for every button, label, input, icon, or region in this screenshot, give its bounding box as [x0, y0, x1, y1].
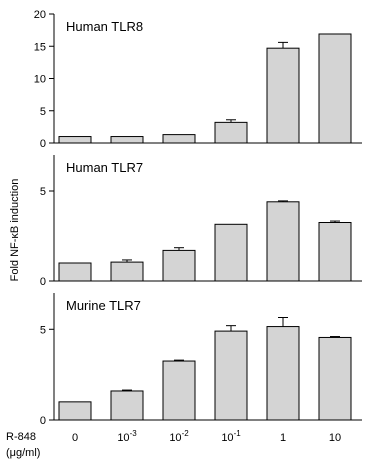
- bar: [58, 262, 92, 282]
- y-axis-label: Fold NF-κB induction: [9, 179, 21, 282]
- y-tick-label: 5: [40, 106, 46, 118]
- chart-panels: 0 5 10 15 20 Human TLR8 0 5 Human TLR7 0 5 Murine T…: [34, 9, 362, 427]
- x-tick-labels: 0 10-3 10-2 10-1 1 10: [72, 429, 341, 444]
- panel-title: Murine TLR7: [66, 298, 141, 313]
- x-tick-label: 10-1: [221, 429, 241, 444]
- x-axis-label-line2: (μg/ml): [6, 447, 40, 459]
- x-axis-label-line1: R-848: [6, 431, 36, 443]
- bar: [58, 401, 92, 421]
- bar: [266, 47, 300, 144]
- y-tick-label: 5: [40, 186, 46, 198]
- bar: [266, 326, 300, 421]
- bar: [214, 330, 248, 421]
- bar: [318, 33, 352, 144]
- bar: [162, 249, 196, 282]
- bar: [318, 222, 352, 282]
- y-tick-label: 5: [40, 324, 46, 336]
- x-tick-label: 1: [280, 432, 286, 444]
- bar: [266, 201, 300, 282]
- chart-panel: 0 5 Murine TLR7: [40, 293, 362, 427]
- y-tick-label: 20: [34, 9, 46, 21]
- bar: [110, 390, 144, 421]
- bar: [110, 136, 144, 144]
- x-tick-label: 10-3: [117, 429, 137, 444]
- chart-panel: 0 5 Human TLR7: [40, 155, 362, 288]
- y-tick-label: 0: [40, 276, 46, 288]
- bar: [162, 360, 196, 421]
- panel-title: Human TLR8: [66, 19, 143, 34]
- y-tick-label: 0: [40, 138, 46, 150]
- bar: [318, 336, 352, 421]
- bar: [110, 261, 144, 282]
- y-tick-label: 0: [40, 415, 46, 427]
- bar: [214, 121, 248, 144]
- bar: [214, 223, 248, 282]
- panel-title: Human TLR7: [66, 160, 143, 175]
- bar: [58, 136, 92, 144]
- x-tick-label: 10-2: [169, 429, 189, 444]
- x-tick-label: 10: [329, 432, 341, 444]
- y-tick-label: 10: [34, 74, 46, 86]
- bar: [162, 134, 196, 144]
- x-tick-label: 0: [72, 432, 78, 444]
- y-tick-label: 15: [34, 41, 46, 53]
- chart-panel: 0 5 10 15 20 Human TLR8: [34, 9, 362, 150]
